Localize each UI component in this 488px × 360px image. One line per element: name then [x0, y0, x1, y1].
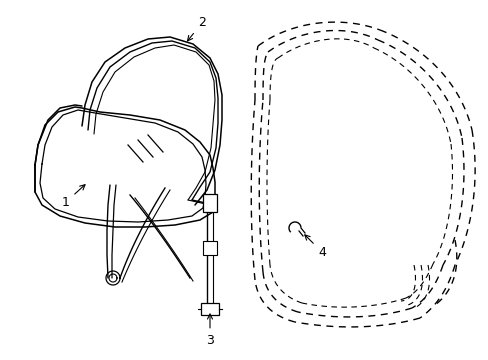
Bar	[203, 241, 217, 255]
Bar	[203, 194, 217, 212]
Text: 3: 3	[205, 314, 214, 346]
Bar	[201, 303, 219, 315]
Text: 2: 2	[187, 17, 205, 41]
Text: 1: 1	[62, 185, 85, 208]
Text: 4: 4	[304, 235, 325, 258]
